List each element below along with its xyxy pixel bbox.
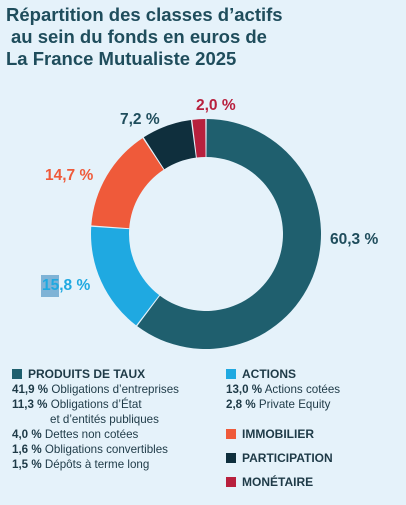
legend-item-value: 41,9 % bbox=[12, 383, 49, 396]
title-line-1: Répartition des classes d’actifs bbox=[6, 4, 283, 25]
legend-item-value: 2,8 % bbox=[226, 398, 256, 411]
legend-produits-de-taux: PRODUITS DE TAUX 41,9 % Obligations d’en… bbox=[12, 366, 179, 472]
legend-item: 13,0 % Actions cotées bbox=[226, 382, 340, 397]
legend-item-text: Obligations convertibles bbox=[44, 443, 168, 456]
legend-label-actions: ACTIONS bbox=[242, 366, 296, 381]
donut-slice-monetaire bbox=[192, 119, 206, 158]
donut-slice-immobilier bbox=[91, 138, 164, 229]
legend-label-immobilier: IMMOBILIER bbox=[242, 426, 314, 441]
legend-swatch-immobilier bbox=[226, 429, 236, 439]
legend-item: 1,5 % Dépôts à terme long bbox=[12, 457, 179, 472]
legend-item-text: Obligations d’entreprises bbox=[51, 383, 179, 396]
legend-swatch-actions bbox=[226, 369, 236, 379]
label-highlight bbox=[41, 275, 59, 297]
legend-participation: PARTICIPATION bbox=[226, 450, 333, 466]
legend-item-value: 4,0 % bbox=[12, 428, 42, 441]
legend-immobilier: IMMOBILIER bbox=[226, 426, 314, 442]
legend-item: 2,8 % Private Equity bbox=[226, 397, 340, 412]
legend-swatch-produits-de-taux bbox=[12, 369, 22, 379]
legend-item-value: 13,0 % bbox=[226, 383, 263, 396]
legend-item-text: Dettes non cotées bbox=[44, 428, 139, 441]
legend-item-text: Actions cotées bbox=[264, 383, 341, 396]
legend-label-monetaire: MONÉTAIRE bbox=[242, 474, 314, 489]
legend-item-text: Dépôts à terme long bbox=[44, 458, 150, 471]
legend-item-value: 11,3 % bbox=[12, 398, 48, 411]
legend-actions: ACTIONS 13,0 % Actions cotées 2,8 % Priv… bbox=[226, 366, 340, 412]
legend-swatch-participation bbox=[226, 453, 236, 463]
legend-monetaire: MONÉTAIRE bbox=[226, 474, 313, 490]
legend-item: 1,6 % Obligations convertibles bbox=[12, 442, 179, 457]
data-label-immobilier: 14,7 % bbox=[45, 167, 93, 184]
legend-item-text: Private Equity bbox=[258, 398, 331, 411]
title-line-3: La France Mutualiste 2025 bbox=[6, 48, 237, 69]
legend-label-produits-de-taux: PRODUITS DE TAUX bbox=[28, 366, 146, 381]
legend-item-text: et d’entités publiques bbox=[50, 413, 159, 426]
legend-item: et d’entités publiques bbox=[12, 412, 179, 427]
legend-label-participation: PARTICIPATION bbox=[242, 450, 333, 465]
donut-slice-participation bbox=[143, 119, 196, 170]
donut-slice-actions bbox=[90, 226, 160, 326]
legend-swatch-monetaire bbox=[226, 477, 236, 487]
data-label-monetaire: 2,0 % bbox=[196, 97, 236, 114]
legend-item-value: 1,6 % bbox=[12, 443, 42, 456]
data-label-actions: 15,8 % bbox=[42, 277, 90, 294]
legend-item: 4,0 % Dettes non cotées bbox=[12, 427, 179, 442]
data-label-produits-de-taux: 60,3 % bbox=[330, 231, 378, 248]
legend-item-text: Obligations d’État bbox=[50, 398, 142, 411]
legend-item: 41,9 % Obligations d’entreprises bbox=[12, 382, 179, 397]
legend-item-value: 1,5 % bbox=[12, 458, 42, 471]
chart-title: Répartition des classes d’actifs au sein… bbox=[6, 4, 366, 70]
donut-slice-produits-de-taux bbox=[137, 119, 321, 350]
data-label-participation: 7,2 % bbox=[120, 111, 160, 128]
title-line-2: au sein du fonds en euros de bbox=[11, 26, 267, 47]
legend-item: 11,3 % Obligations d’État bbox=[12, 397, 179, 412]
